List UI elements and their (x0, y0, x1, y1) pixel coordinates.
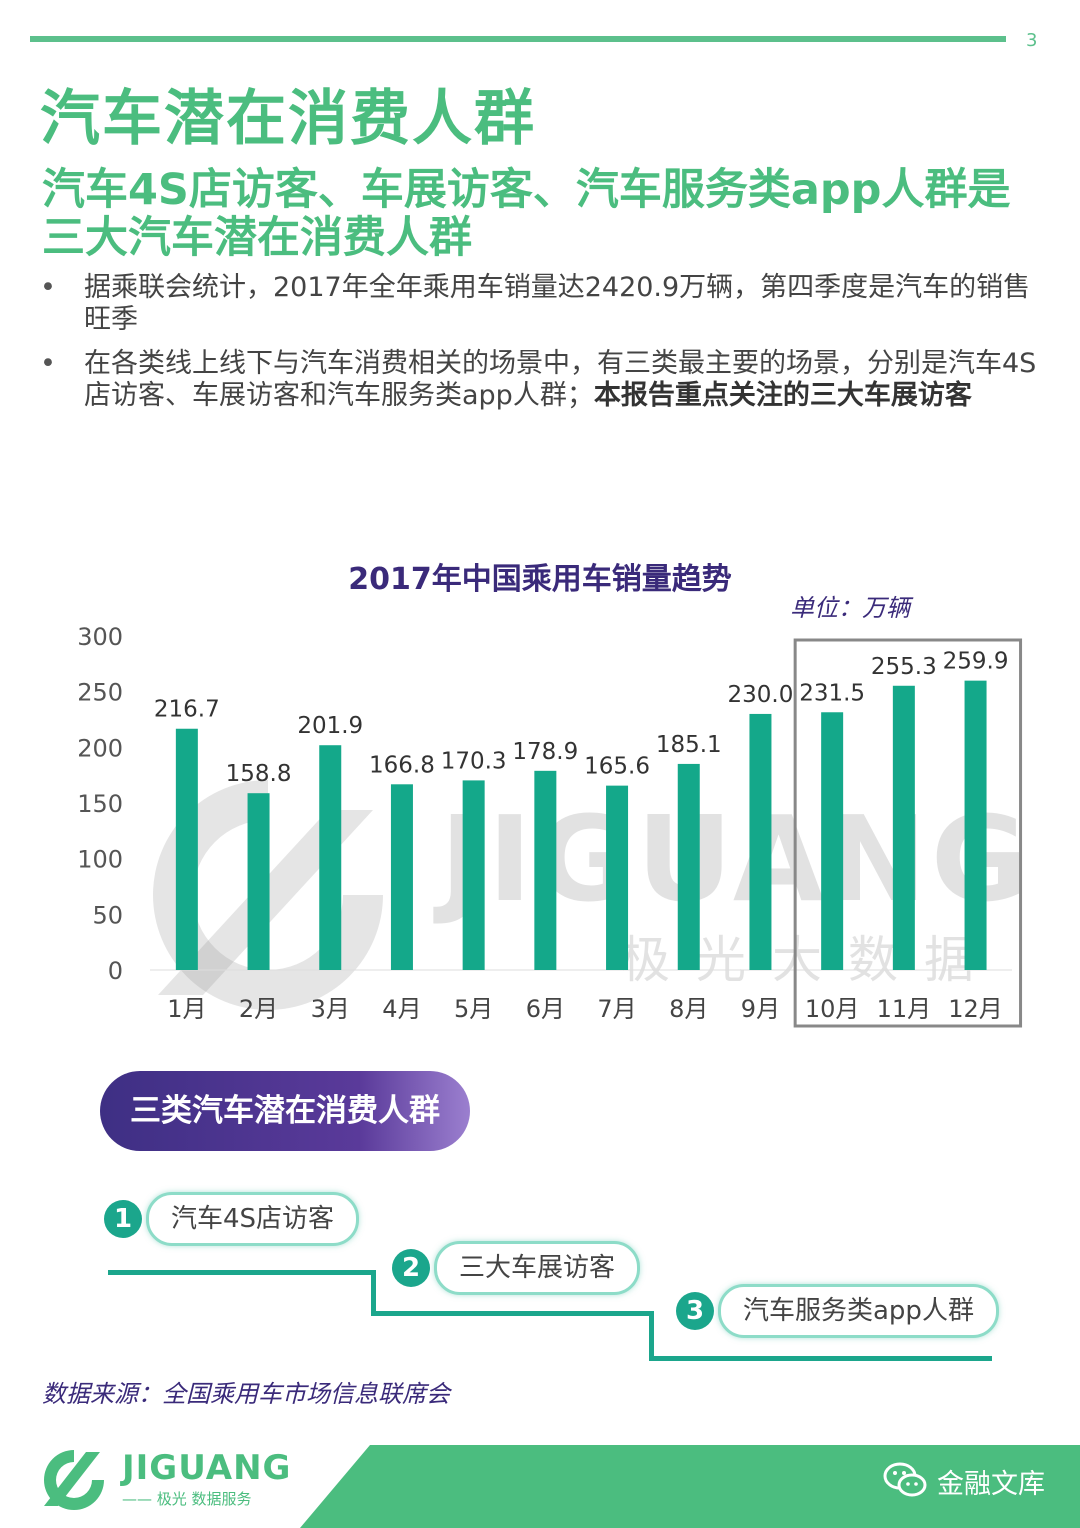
bar (749, 713, 772, 970)
data-source: 数据来源：全国乘用车市场信息联席会 (42, 1380, 450, 1408)
top-rule (30, 36, 1006, 42)
bullet-list: • 据乘联会统计，2017年全年乘用车销量达2420.9万辆，第四季度是汽车的销… (40, 272, 1040, 424)
bullet-item-2: • 在各类线上线下与汽车消费相关的场景中，有三类最主要的场景，分别是汽车4S店访… (40, 348, 1040, 412)
data-label: 170.3 (441, 748, 507, 774)
chart-title: 2017年中国乘用车销量趋势 (348, 562, 732, 597)
bar (534, 770, 557, 970)
bar (821, 712, 844, 970)
bullet-text: 据乘联会统计，2017年全年乘用车销量达2420.9万辆，第四季度是汽车的销售旺… (84, 272, 1031, 335)
y-tick-label: 250 (77, 679, 123, 707)
groups-heading-label: 三类汽车潜在消费人群 (130, 1093, 440, 1129)
x-tick-label: 7月 (597, 995, 636, 1023)
step-connector (649, 1356, 992, 1361)
data-label: 166.8 (369, 752, 435, 778)
page-title: 汽车潜在消费人群 (40, 84, 536, 154)
x-tick-label: 9月 (741, 995, 780, 1023)
footer-brand: JIGUANG (122, 1448, 292, 1488)
step-connector (649, 1311, 654, 1361)
wechat-icon (883, 1462, 927, 1497)
data-label: 216.7 (154, 697, 220, 723)
sales-bar-chart: 0 50 100 150 200 250 300 216.7 1月 158.8 2月 201.9 3月 1… (77, 623, 1023, 1028)
bar (964, 680, 987, 970)
step-connector (108, 1270, 376, 1275)
bar (319, 745, 342, 970)
y-tick-label: 100 (77, 846, 123, 874)
y-tick-label: 300 (77, 623, 123, 651)
bullet-item-1: • 据乘联会统计，2017年全年乘用车销量达2420.9万辆，第四季度是汽车的销… (40, 272, 1040, 336)
step-label-2: 三大车展访客 (434, 1241, 641, 1295)
x-tick-label: 3月 (311, 995, 350, 1023)
page-subtitle: 汽车4S店访客、车展访客、汽车服务类app人群是三大汽车潜在消费人群 (42, 165, 1011, 263)
bullet-dot: • (40, 348, 56, 379)
data-label: 165.6 (584, 754, 650, 780)
page-number: 3 (1026, 30, 1038, 51)
wechat-account-name: 金融文库 (937, 1469, 1045, 1500)
y-tick-label: 150 (77, 790, 123, 818)
step-number-3: 3 (676, 1292, 714, 1330)
bullet-dot: • (40, 272, 56, 303)
y-tick-label: 200 (77, 734, 123, 762)
x-tick-label: 4月 (382, 995, 421, 1023)
bar (606, 785, 629, 970)
step-label-1: 汽车4S店访客 (146, 1192, 360, 1246)
step-connector (371, 1311, 654, 1316)
jiguang-logo-icon (44, 1450, 104, 1510)
bar (175, 728, 198, 970)
highlight-box (793, 638, 1023, 1028)
data-label: 178.9 (512, 739, 578, 765)
step-number-2: 2 (392, 1249, 430, 1287)
x-tick-label: 6月 (526, 995, 565, 1023)
bullet-text: 在各类线上线下与汽车消费相关的场景中，有三类最主要的场景，分别是汽车4S店访客、… (84, 348, 1037, 411)
y-tick-label: 50 (92, 901, 123, 929)
step-connector (371, 1270, 376, 1316)
bullet-bold-text: 本报告重点关注的三大车展访客 (593, 380, 972, 411)
step-number-1: 1 (104, 1200, 142, 1238)
bar (390, 784, 413, 970)
data-label: 201.9 (297, 713, 363, 739)
data-label: 230.0 (728, 682, 794, 708)
footer-band (300, 1445, 1080, 1528)
x-tick-label: 12月 (948, 995, 1003, 1023)
data-label: 259.9 (943, 649, 1009, 675)
x-tick-label: 2月 (239, 995, 278, 1023)
x-tick-label: 10月 (805, 995, 860, 1023)
x-tick-label: 8月 (669, 995, 708, 1023)
x-tick-label: 1月 (167, 995, 206, 1023)
data-label: 255.3 (871, 654, 937, 680)
x-tick-label: 5月 (454, 995, 493, 1023)
data-label: 158.8 (226, 761, 292, 787)
bar (462, 780, 485, 970)
step-label-3: 汽车服务类app人群 (718, 1284, 999, 1338)
data-label: 185.1 (656, 732, 722, 758)
y-tick-label: 0 (108, 957, 123, 985)
chart-unit: 单位：万辆 (790, 594, 910, 622)
data-label: 231.5 (799, 680, 865, 706)
bar (247, 793, 270, 970)
bar (892, 685, 915, 970)
bar (677, 763, 700, 970)
footer-brand-sub: —— 极光 数据服务 (122, 1490, 252, 1508)
groups-heading: 三类汽车潜在消费人群 (100, 1071, 470, 1151)
x-tick-label: 11月 (877, 995, 932, 1023)
